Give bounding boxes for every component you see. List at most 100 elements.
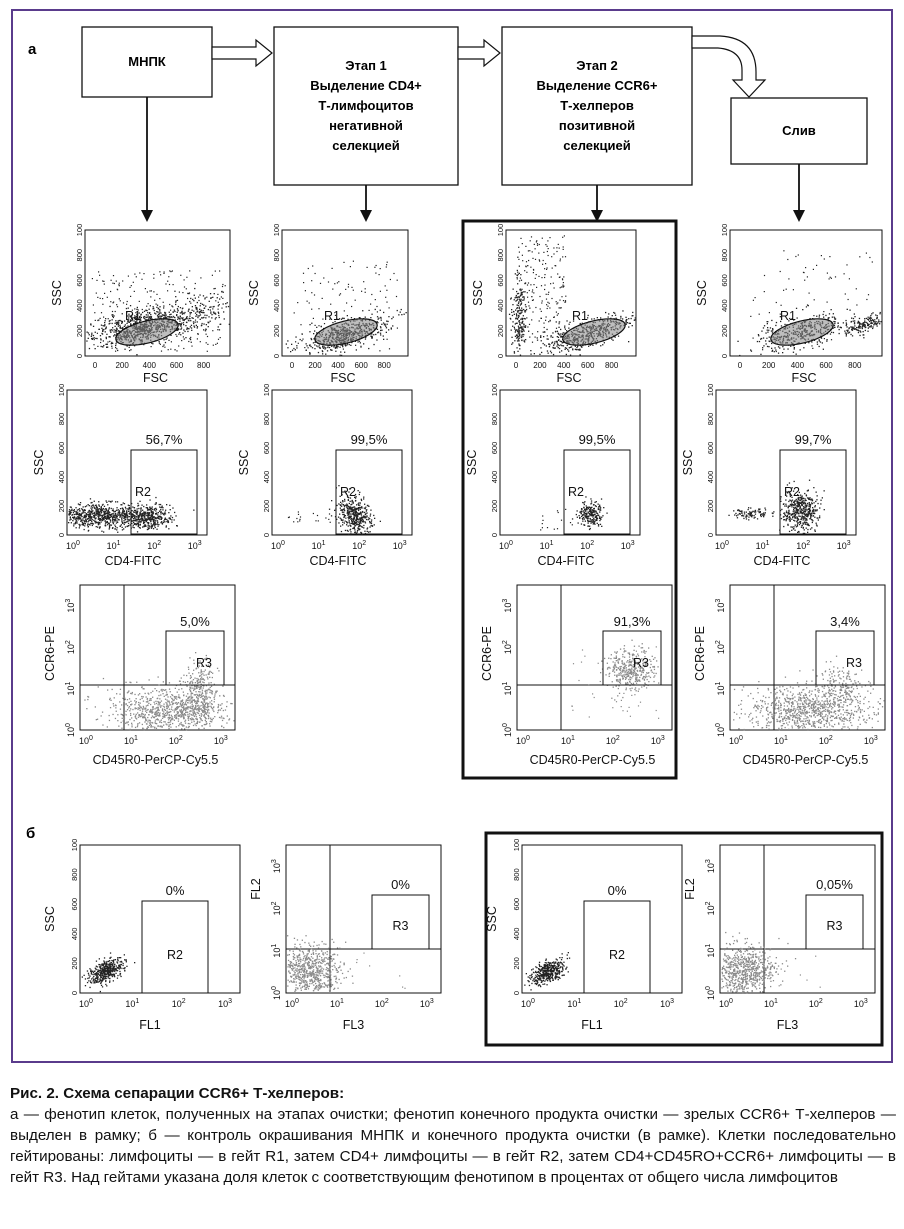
tick-label: 400 [496,299,505,312]
dot [369,518,371,520]
dot [870,321,872,323]
dot [862,322,864,325]
dot [121,517,123,519]
dot [336,347,338,349]
dot [105,509,107,512]
dot [180,317,182,319]
dot [793,347,795,349]
dot [107,504,109,506]
dot [379,268,381,270]
dot [579,348,581,350]
dot [68,509,71,511]
dot [103,283,105,285]
dot [169,509,171,511]
dot [212,308,214,310]
dot [354,508,356,510]
dot [185,337,187,339]
dot [133,519,135,521]
dot [175,301,177,303]
dot [334,314,336,316]
dot [109,519,112,521]
dot [167,316,169,318]
dot [351,503,353,505]
dot [302,272,305,274]
dot [78,523,80,526]
dot [525,245,527,247]
box-stage2-line4: позитивной [559,118,635,133]
dot [112,510,114,512]
dot [145,309,147,311]
dot [140,313,142,315]
dot [557,302,559,304]
dot [216,342,218,344]
dot [361,518,364,520]
dot [186,316,188,318]
dot [190,302,192,304]
dot [89,514,91,516]
tick-label: 400 [272,299,281,312]
dot [359,522,361,525]
dot [379,290,381,292]
dot [576,346,578,349]
dot [346,506,348,508]
dot [380,316,382,319]
tick-label: 0 [490,533,499,537]
dot [856,322,859,324]
dot [153,273,155,275]
x-axis-label: CD4-FITC [538,554,595,568]
dot [90,502,92,504]
dot [147,516,149,519]
dot [101,530,103,532]
dot [522,329,525,331]
dot [149,290,151,292]
dot [94,522,96,524]
dot [380,334,382,336]
dot [104,324,106,326]
dot [761,330,763,332]
dot [98,513,100,515]
dot [780,320,782,323]
dot [181,312,183,314]
dot [287,516,290,519]
dot [774,347,776,349]
dot [206,296,208,298]
dot [214,312,216,314]
gate-r1 [314,318,378,346]
dot [158,515,160,518]
dot [121,507,124,509]
dot [131,502,133,505]
dot [146,507,148,509]
dot [178,317,180,319]
dot [522,299,524,301]
dot [291,343,293,345]
dot [210,306,212,308]
dot [295,341,297,343]
dot [343,516,345,519]
dot [148,308,150,310]
dot [212,311,215,313]
dot [852,328,854,330]
dot [158,517,160,520]
dot [181,340,183,342]
dot [141,520,143,522]
dot [165,283,167,285]
dot [546,250,548,253]
tick-label: 200 [533,361,547,370]
dot [518,312,520,315]
dot [519,277,521,279]
dot [136,519,138,521]
dot [190,320,192,322]
dot [143,521,145,524]
dot [178,323,181,325]
dot [154,508,156,510]
dot [297,521,299,523]
dot [546,267,548,269]
dot [547,293,549,295]
dot [343,506,346,508]
dot [108,522,110,524]
dot [330,303,332,305]
dot [561,278,564,280]
dot [559,351,561,353]
dot [141,516,143,518]
